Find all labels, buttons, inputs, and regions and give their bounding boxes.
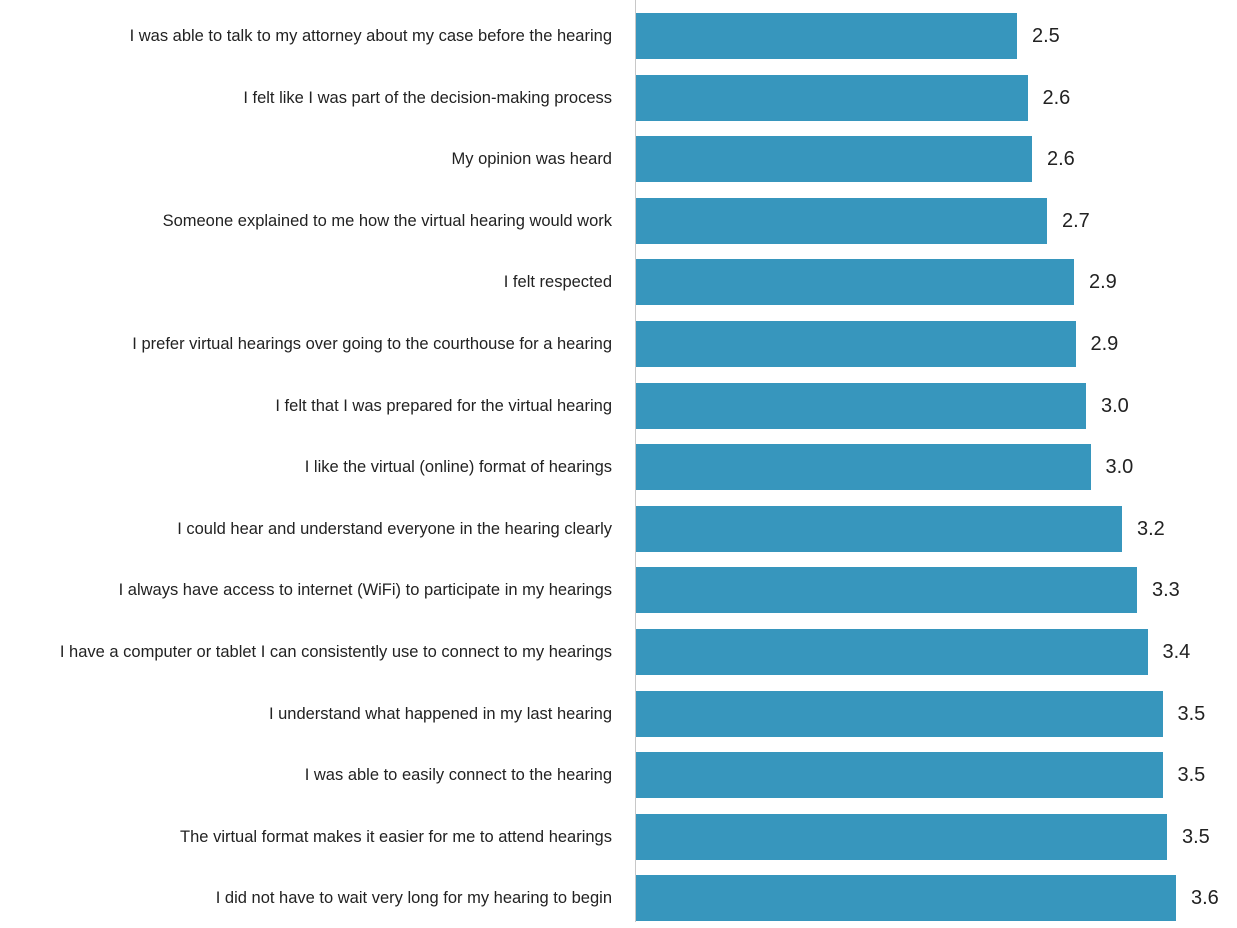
category-label: I like the virtual (online) format of he… <box>304 458 612 477</box>
bar <box>636 136 1032 183</box>
value-label: 2.9 <box>1089 271 1117 294</box>
category-label: I could hear and understand everyone in … <box>177 519 612 538</box>
category-label: I did not have to wait very long for my … <box>215 889 612 908</box>
category-label: I felt respected <box>503 273 612 292</box>
bar <box>636 629 1148 675</box>
bar <box>636 505 1122 552</box>
value-label: 3.0 <box>1105 456 1134 479</box>
category-label: The virtual format makes it easier for m… <box>180 827 612 846</box>
bar <box>636 259 1074 306</box>
axis-line <box>635 0 636 922</box>
value-label: 3.5 <box>1177 764 1206 787</box>
bar <box>636 444 1091 491</box>
value-label: 3.4 <box>1162 641 1191 663</box>
bar <box>636 690 1163 737</box>
bar <box>636 197 1047 244</box>
value-label: 2.7 <box>1062 209 1090 232</box>
category-label: I was able to talk to my attorney about … <box>129 27 612 45</box>
category-label: I felt like I was part of the decision-m… <box>243 88 612 107</box>
category-label: Someone explained to me how the virtual … <box>162 211 612 230</box>
bar <box>636 752 1163 799</box>
value-label: 3.0 <box>1101 394 1129 417</box>
bar <box>636 13 1017 59</box>
category-label: I felt that I was prepared for the virtu… <box>275 396 612 415</box>
category-label: I understand what happened in my last he… <box>268 704 612 723</box>
value-label: 2.6 <box>1042 86 1071 109</box>
category-label: I have a computer or tablet I can consis… <box>59 643 612 661</box>
value-label: 3.5 <box>1177 702 1206 725</box>
category-label: I was able to easily connect to the hear… <box>304 766 612 785</box>
value-label: 3.6 <box>1191 887 1219 910</box>
bar <box>636 875 1176 922</box>
bar <box>636 382 1086 429</box>
category-label: My opinion was heard <box>451 150 612 169</box>
bar <box>636 567 1137 614</box>
category-label: I prefer virtual hearings over going to … <box>132 335 612 353</box>
value-label: 2.9 <box>1090 333 1119 355</box>
bar <box>636 813 1167 860</box>
bar <box>636 321 1076 367</box>
category-label: I always have access to internet (WiFi) … <box>118 581 612 600</box>
value-label: 3.3 <box>1152 579 1180 602</box>
value-label: 2.6 <box>1047 148 1075 171</box>
value-label: 3.5 <box>1182 825 1210 848</box>
value-label: 2.5 <box>1032 25 1060 47</box>
value-label: 3.2 <box>1137 517 1165 540</box>
bar <box>636 74 1028 121</box>
